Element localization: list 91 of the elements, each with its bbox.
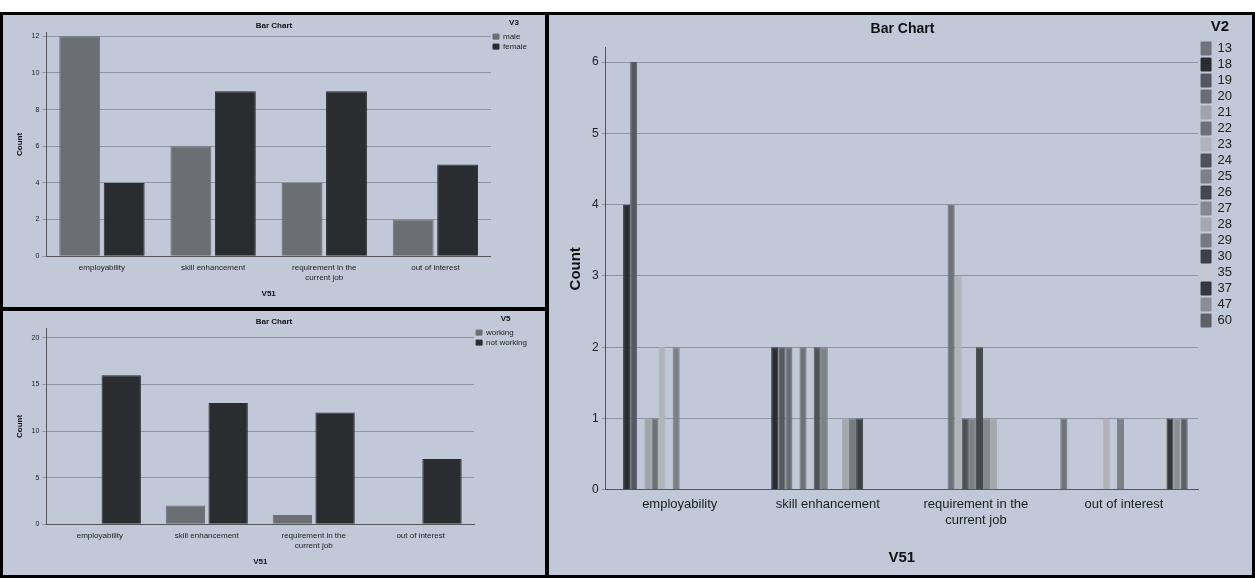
bar (990, 418, 998, 490)
bar (101, 375, 141, 524)
bar (165, 505, 206, 524)
bar (651, 418, 659, 490)
bar (849, 418, 857, 490)
x-tick-label: skill enhancement (181, 263, 246, 273)
legend-label: 23 (1217, 136, 1233, 152)
x-tick-label: employability (78, 263, 126, 273)
bar (975, 347, 983, 490)
bar (1159, 418, 1167, 490)
bar (672, 347, 680, 490)
bar (623, 204, 631, 490)
bar (982, 418, 991, 490)
x-tick-label: skill enhancement (174, 531, 240, 541)
bar (968, 418, 976, 490)
x-tick-label: requirement in the current job (292, 263, 358, 282)
bar (856, 418, 864, 490)
legend-label: not working (486, 337, 528, 347)
y-tick-label: 1 (591, 410, 599, 425)
bar (437, 164, 479, 256)
legend-label: 25 (1217, 168, 1233, 184)
x-tick-label: requirement in the current job (923, 496, 1029, 527)
bar (208, 403, 248, 524)
y-tick-label: 3 (591, 268, 599, 283)
x-tick-label: skill enhancement (775, 496, 881, 512)
bar (1116, 418, 1124, 490)
x-tick-label: employability (76, 531, 123, 541)
legend-title: V5 (500, 314, 511, 324)
bar (1060, 418, 1068, 490)
legend-label: 35 (1217, 264, 1233, 280)
bar (947, 204, 955, 490)
legend-label: 30 (1217, 248, 1233, 264)
legend-label: 37 (1217, 280, 1233, 296)
x-axis-title: V51 (888, 548, 916, 566)
legend-label: male (502, 31, 521, 41)
bar (1102, 418, 1110, 490)
bar (799, 347, 807, 490)
legend-label: 29 (1217, 232, 1233, 248)
x-tick-label: employability (642, 496, 718, 512)
legend-label: 13 (1217, 40, 1233, 56)
x-tick-label: out of interest (396, 531, 446, 541)
y-tick-label: 5 (591, 125, 599, 140)
bar (820, 347, 828, 490)
legend-label: 24 (1217, 152, 1233, 168)
bar (658, 347, 666, 490)
legend-label: 28 (1217, 216, 1233, 232)
legend-label: 21 (1217, 104, 1233, 120)
x-tick-label: out of interest (1084, 496, 1164, 512)
legend-label: 27 (1217, 200, 1233, 216)
legend-label: working (485, 327, 514, 337)
bar (1166, 418, 1174, 490)
bar (392, 219, 434, 256)
y-tick-label: 0 (591, 482, 599, 497)
bar (644, 418, 652, 490)
y-tick-label: 6 (591, 54, 599, 69)
bar (1173, 418, 1181, 490)
bar (422, 459, 462, 524)
legend-label: 20 (1217, 88, 1233, 104)
chart-title: Bar Chart (870, 20, 935, 37)
bar (771, 347, 779, 490)
chart-title: Bar Chart (255, 21, 293, 30)
bar (214, 91, 256, 256)
bar (315, 412, 355, 524)
chart-title: Bar Chart (255, 317, 293, 326)
y-axis-title: Count (566, 247, 584, 291)
legend-label: 22 (1217, 120, 1233, 136)
bar (281, 182, 323, 256)
x-axis-title: V51 (261, 289, 277, 299)
legend-title: V2 (1210, 16, 1230, 34)
bar (785, 347, 793, 490)
bar (59, 36, 101, 256)
y-tick-label: 4 (591, 196, 599, 211)
bar (326, 91, 367, 256)
legend-label: 18 (1217, 56, 1233, 72)
x-tick-label: out of interest (411, 263, 461, 273)
legend-label: 19 (1217, 72, 1233, 88)
legend-label: female (502, 41, 528, 51)
legend-title: V3 (509, 18, 520, 28)
legend-label: 26 (1217, 184, 1233, 200)
y-axis-title: Count (15, 132, 24, 156)
y-axis-title: Count (15, 414, 24, 438)
legend-label: 47 (1217, 296, 1233, 312)
bar (103, 182, 145, 256)
bar (1180, 418, 1188, 490)
x-axis-title: V51 (253, 557, 268, 567)
legend-label: 60 (1217, 312, 1233, 328)
bar (841, 418, 850, 490)
bar (170, 146, 212, 256)
y-tick-label: 2 (591, 339, 599, 354)
x-tick-label: requirement in the current job (281, 531, 347, 550)
bar (954, 275, 962, 490)
